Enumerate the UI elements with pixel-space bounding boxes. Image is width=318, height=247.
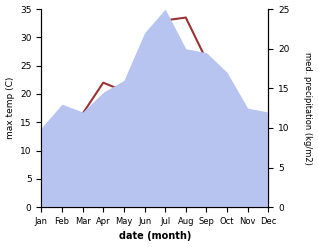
X-axis label: date (month): date (month)	[119, 231, 191, 242]
Y-axis label: med. precipitation (kg/m2): med. precipitation (kg/m2)	[303, 52, 313, 165]
Y-axis label: max temp (C): max temp (C)	[5, 77, 15, 139]
